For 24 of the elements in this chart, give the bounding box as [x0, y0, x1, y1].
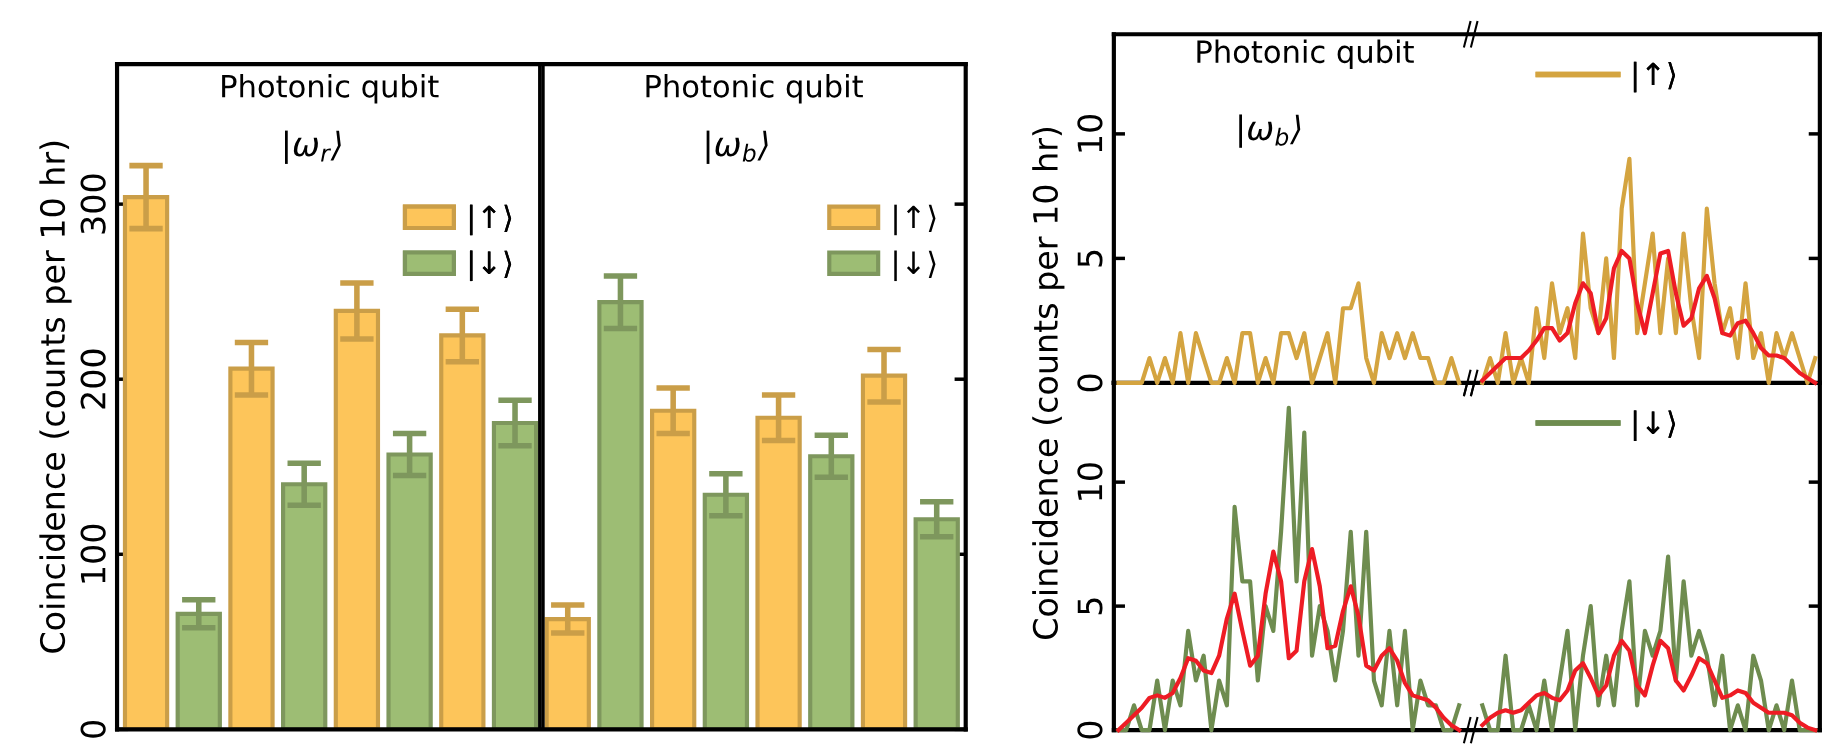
- legend-label: |↓⟩: [894, 250, 936, 282]
- y-tick-label: 100: [80, 524, 106, 583]
- y-tick-label: 200: [80, 349, 106, 409]
- y-tick-label: 10: [1077, 463, 1103, 500]
- text: |ω$_{b}$⟩: [1239, 114, 1301, 148]
- text: |↑⟩: [469, 204, 512, 236]
- annotation: Photonic qubit: [646, 74, 863, 104]
- y-axis-title: Coincidence (counts per 10 hr): [39, 141, 72, 653]
- text: |↓⟩: [469, 250, 512, 282]
- y-tick-label: 0: [1077, 721, 1103, 739]
- legend-label: |↑⟩: [894, 204, 936, 236]
- text: |ω$_{r}$⟩: [284, 130, 341, 164]
- chart-title: Photonic qubit: [222, 74, 439, 104]
- y-tick-label: 10: [1077, 114, 1103, 152]
- y-tick-label: 300: [80, 174, 106, 234]
- annotation: |ω$_{b}$⟩: [706, 130, 768, 164]
- legend-label: |↑⟩: [1633, 61, 1676, 93]
- y-tick-label: 5: [1077, 598, 1103, 615]
- y-axis-title: Coincidence (counts per 10 hr): [1032, 127, 1065, 639]
- chart-title: Photonic qubit: [1197, 39, 1414, 70]
- legend-label: |↓⟩: [1633, 410, 1676, 441]
- y-tick-label: 0: [80, 720, 106, 738]
- y-tick-label: 5: [1077, 250, 1103, 267]
- y-tick-label: 0: [1077, 374, 1103, 392]
